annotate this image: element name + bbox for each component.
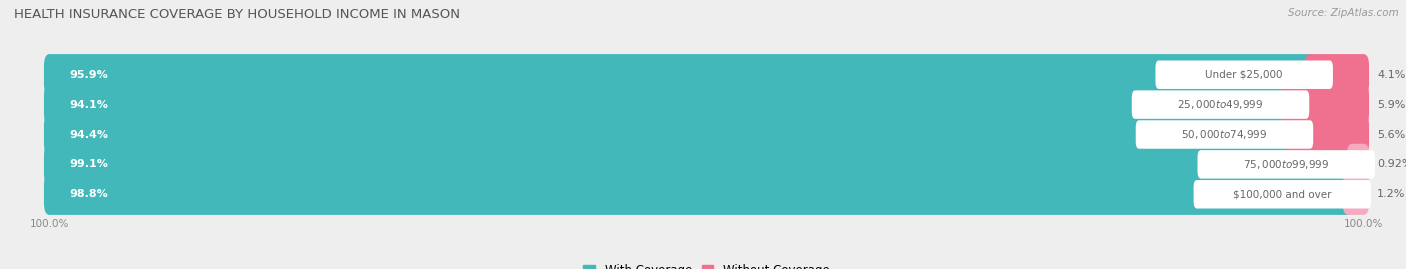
FancyBboxPatch shape xyxy=(44,54,1369,95)
FancyBboxPatch shape xyxy=(44,144,1369,185)
FancyBboxPatch shape xyxy=(44,84,1292,125)
FancyBboxPatch shape xyxy=(44,174,1369,215)
FancyBboxPatch shape xyxy=(1194,180,1371,208)
Text: 1.2%: 1.2% xyxy=(1376,189,1406,199)
FancyBboxPatch shape xyxy=(1305,54,1369,95)
FancyBboxPatch shape xyxy=(44,174,1354,215)
FancyBboxPatch shape xyxy=(1132,90,1309,119)
FancyBboxPatch shape xyxy=(1136,120,1313,149)
Text: 95.9%: 95.9% xyxy=(69,70,108,80)
Text: Source: ZipAtlas.com: Source: ZipAtlas.com xyxy=(1288,8,1399,18)
Text: HEALTH INSURANCE COVERAGE BY HOUSEHOLD INCOME IN MASON: HEALTH INSURANCE COVERAGE BY HOUSEHOLD I… xyxy=(14,8,460,21)
FancyBboxPatch shape xyxy=(44,144,1357,185)
FancyBboxPatch shape xyxy=(44,114,1295,155)
Text: 94.4%: 94.4% xyxy=(69,129,108,140)
Text: $50,000 to $74,999: $50,000 to $74,999 xyxy=(1181,128,1268,141)
FancyBboxPatch shape xyxy=(44,114,1369,155)
FancyBboxPatch shape xyxy=(1285,114,1369,155)
Text: 94.1%: 94.1% xyxy=(69,100,108,109)
Text: $100,000 and over: $100,000 and over xyxy=(1233,189,1331,199)
Text: 5.9%: 5.9% xyxy=(1376,100,1406,109)
Text: 4.1%: 4.1% xyxy=(1376,70,1406,80)
Legend: With Coverage, Without Coverage: With Coverage, Without Coverage xyxy=(583,264,830,269)
FancyBboxPatch shape xyxy=(1347,144,1369,185)
FancyBboxPatch shape xyxy=(44,84,1369,125)
FancyBboxPatch shape xyxy=(1281,84,1369,125)
Text: 0.92%: 0.92% xyxy=(1378,160,1406,169)
Text: $25,000 to $49,999: $25,000 to $49,999 xyxy=(1177,98,1264,111)
Text: 99.1%: 99.1% xyxy=(69,160,108,169)
Text: 5.6%: 5.6% xyxy=(1376,129,1405,140)
Text: Under $25,000: Under $25,000 xyxy=(1205,70,1282,80)
Text: $75,000 to $99,999: $75,000 to $99,999 xyxy=(1243,158,1330,171)
Text: 98.8%: 98.8% xyxy=(69,189,108,199)
FancyBboxPatch shape xyxy=(44,54,1315,95)
FancyBboxPatch shape xyxy=(1343,174,1369,215)
FancyBboxPatch shape xyxy=(1198,150,1375,179)
FancyBboxPatch shape xyxy=(1156,61,1333,89)
